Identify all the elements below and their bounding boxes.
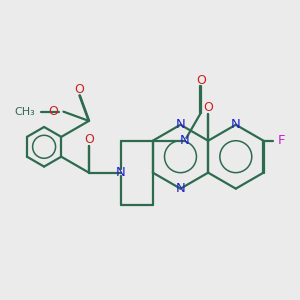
Text: F: F (278, 134, 285, 147)
Text: N: N (176, 118, 185, 131)
Text: O: O (84, 133, 94, 146)
Text: N: N (176, 182, 185, 195)
Text: CH₃: CH₃ (15, 106, 36, 117)
Text: O: O (203, 101, 213, 114)
Text: N: N (116, 166, 126, 179)
Text: N: N (180, 134, 190, 147)
Text: O: O (196, 74, 206, 87)
Text: O: O (75, 83, 85, 96)
Text: N: N (231, 118, 241, 131)
Text: O: O (49, 105, 58, 118)
